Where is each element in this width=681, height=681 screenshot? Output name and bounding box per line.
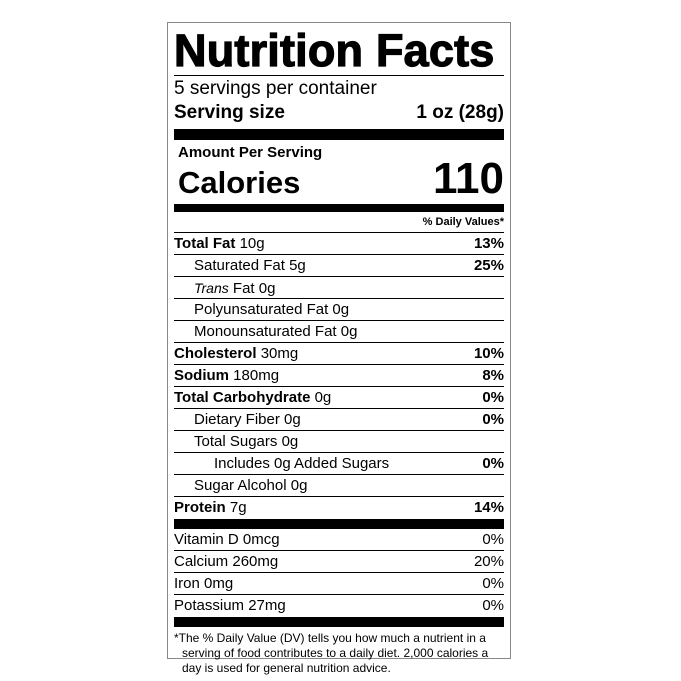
vitamin-name: Calcium bbox=[174, 553, 229, 570]
nutrient-name-cell: Sodium 180mg bbox=[174, 365, 279, 386]
nutrient-list: Total Fat 10g 13% Saturated Fat 5g 25% Trans… bbox=[174, 233, 504, 518]
nutrient-row: Dietary Fiber 0g 0% bbox=[174, 409, 504, 431]
thick-divider bbox=[174, 617, 504, 627]
vitamin-row: Potassium 27mg 0% bbox=[174, 595, 504, 616]
vitamin-name-cell: Vitamin D 0mcg bbox=[174, 529, 280, 550]
vitamin-row: Calcium 260mg 20% bbox=[174, 551, 504, 573]
nutrient-amount: 10g bbox=[239, 235, 265, 252]
nutrient-name: Sugar Alcohol bbox=[194, 477, 287, 494]
footnote: *The % Daily Value (DV) tells you how mu… bbox=[174, 631, 489, 675]
nutrient-row: Includes 0g Added Sugars 0% bbox=[174, 453, 504, 475]
nutrient-row: Saturated Fat 5g 25% bbox=[174, 255, 504, 277]
nutrient-dv: 0% bbox=[482, 455, 504, 472]
label-title: Nutrition Facts bbox=[173, 25, 495, 76]
vitamin-name-cell: Iron 0mg bbox=[174, 573, 233, 594]
nutrient-dv: 0% bbox=[482, 411, 504, 428]
nutrient-amount: 0g bbox=[332, 301, 350, 318]
nutrient-amount: 0g bbox=[258, 280, 276, 297]
calories-value: 110 bbox=[433, 154, 504, 203]
nutrient-amount: 7g bbox=[229, 499, 247, 516]
nutrient-name-cell: Cholesterol 30mg bbox=[174, 343, 298, 364]
nutrient-dv: 25% bbox=[473, 257, 504, 274]
nutrient-dv: 0% bbox=[482, 389, 504, 406]
amount-per-serving: Amount Per Serving bbox=[178, 144, 323, 161]
nutrient-name: Polyunsaturated Fat bbox=[194, 301, 329, 318]
nutrient-name-cell: Saturated Fat 5g bbox=[174, 255, 306, 276]
vitamin-row: Iron 0mg 0% bbox=[174, 573, 504, 595]
serving-size: Serving size 1 oz (28g) bbox=[174, 101, 504, 125]
nutrient-name-suffix: Fat bbox=[232, 280, 255, 297]
nutrient-amount: 0g bbox=[284, 411, 301, 428]
nutrient-name: Sodium bbox=[174, 367, 229, 384]
nutrient-row: Sugar Alcohol 0g bbox=[174, 475, 504, 497]
vitamin-name: Vitamin D bbox=[174, 531, 239, 548]
nutrient-name: Total Fat bbox=[174, 235, 236, 252]
nutrient-name: Trans bbox=[194, 280, 229, 296]
nutrient-amount: 0g bbox=[314, 389, 332, 406]
thick-divider bbox=[174, 519, 504, 529]
nutrient-name-cell: Includes 0g Added Sugars bbox=[174, 453, 389, 474]
nutrient-name-cell: Dietary Fiber 0g bbox=[174, 409, 301, 430]
thick-divider bbox=[174, 204, 504, 212]
nutrition-facts-label: Nutrition Facts 5 servings per container… bbox=[167, 22, 511, 675]
nutrient-name-cell: Total Carbohydrate 0g bbox=[174, 387, 331, 408]
nutrient-row: Protein 7g 14% bbox=[174, 497, 504, 518]
nutrient-name: Monounsaturated Fat bbox=[194, 323, 337, 340]
serving-size-label: Serving size bbox=[174, 102, 285, 123]
nutrient-name: Total Carbohydrate bbox=[174, 389, 311, 406]
nutrient-amount: 180mg bbox=[233, 367, 280, 384]
vitamin-dv: 20% bbox=[473, 553, 504, 570]
daily-values-header: % Daily Values* bbox=[174, 212, 504, 233]
nutrient-name: Protein bbox=[174, 499, 226, 516]
nutrient-amount: 5g bbox=[289, 257, 306, 274]
nutrient-amount: 0g bbox=[340, 323, 358, 340]
vitamin-dv: 0% bbox=[482, 531, 504, 548]
nutrient-dv: 10% bbox=[473, 345, 504, 362]
nutrient-row: Cholesterol 30mg 10% bbox=[174, 343, 504, 365]
calories-row: Calories 110 bbox=[174, 157, 504, 201]
vitamin-amount: 27mg bbox=[248, 597, 286, 614]
nutrient-name: Dietary Fiber bbox=[194, 411, 280, 428]
nutrient-amount: 30mg bbox=[260, 345, 299, 362]
nutrient-name-cell: Total Sugars 0g bbox=[174, 431, 298, 452]
nutrient-name-cell: Protein 7g bbox=[174, 497, 247, 518]
nutrient-row: Polyunsaturated Fat 0g bbox=[174, 299, 504, 321]
thick-divider bbox=[174, 129, 504, 140]
vitamin-row: Vitamin D 0mcg 0% bbox=[174, 529, 504, 551]
vitamin-name: Potassium bbox=[174, 597, 245, 614]
divider bbox=[174, 75, 504, 76]
nutrient-row: Total Sugars 0g bbox=[174, 431, 504, 453]
nutrient-name-cell: Monounsaturated Fat 0g bbox=[174, 321, 357, 342]
calories-label: Calories bbox=[178, 165, 301, 200]
vitamin-dv: 0% bbox=[482, 597, 504, 614]
vitamin-name-cell: Calcium 260mg bbox=[174, 551, 278, 572]
nutrient-amount: 0g bbox=[290, 477, 308, 494]
servings-per-container: 5 servings per container bbox=[174, 78, 377, 99]
vitamin-amount: 0mcg bbox=[242, 531, 280, 548]
vitamin-dv: 0% bbox=[482, 575, 504, 592]
nutrient-name: Includes 0g Added Sugars bbox=[214, 455, 390, 472]
nutrient-name: Saturated Fat bbox=[194, 257, 285, 274]
nutrient-name: Total Sugars bbox=[194, 433, 278, 450]
vitamin-name-cell: Potassium 27mg bbox=[174, 595, 286, 616]
nutrient-name: Cholesterol bbox=[174, 345, 257, 362]
vitamin-list: Vitamin D 0mcg 0% Calcium 260mg 20% Iron 0mg… bbox=[174, 529, 504, 616]
nutrient-amount: 0g bbox=[281, 433, 299, 450]
vitamin-amount: 260mg bbox=[232, 553, 279, 570]
vitamin-name: Iron bbox=[174, 575, 200, 592]
nutrient-row: Sodium 180mg 8% bbox=[174, 365, 504, 387]
nutrient-row: Total Fat 10g 13% bbox=[174, 233, 504, 255]
nutrient-row: Total Carbohydrate 0g 0% bbox=[174, 387, 504, 409]
nutrient-name-cell: Sugar Alcohol 0g bbox=[174, 475, 307, 496]
nutrient-name-cell: Trans Fat 0g bbox=[174, 277, 275, 298]
vitamin-amount: 0mg bbox=[204, 575, 234, 592]
nutrient-name-cell: Total Fat 10g bbox=[174, 233, 265, 254]
nutrient-name-cell: Polyunsaturated Fat 0g bbox=[174, 299, 349, 320]
nutrient-dv: 14% bbox=[473, 499, 504, 516]
nutrient-row: Monounsaturated Fat 0g bbox=[174, 321, 504, 343]
nutrient-dv: 13% bbox=[473, 235, 504, 252]
nutrient-row: Trans Fat 0g bbox=[174, 277, 504, 299]
serving-size-value: 1 oz (28g) bbox=[416, 102, 504, 123]
nutrient-dv: 8% bbox=[482, 367, 504, 384]
